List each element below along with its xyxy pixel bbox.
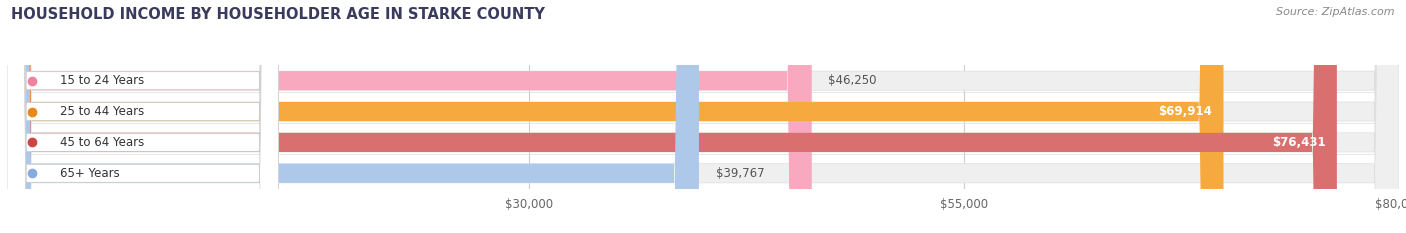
Text: 15 to 24 Years: 15 to 24 Years (60, 74, 145, 87)
FancyBboxPatch shape (7, 0, 278, 233)
Text: $46,250: $46,250 (828, 74, 877, 87)
FancyBboxPatch shape (7, 0, 1399, 233)
FancyBboxPatch shape (7, 0, 699, 233)
FancyBboxPatch shape (7, 0, 1399, 233)
FancyBboxPatch shape (7, 0, 1337, 233)
Text: $69,914: $69,914 (1159, 105, 1212, 118)
FancyBboxPatch shape (7, 0, 811, 233)
Text: $76,431: $76,431 (1272, 136, 1326, 149)
FancyBboxPatch shape (7, 0, 1223, 233)
Text: Source: ZipAtlas.com: Source: ZipAtlas.com (1277, 7, 1395, 17)
Text: $39,767: $39,767 (716, 167, 765, 180)
Text: 65+ Years: 65+ Years (60, 167, 120, 180)
FancyBboxPatch shape (7, 0, 278, 233)
Text: 45 to 64 Years: 45 to 64 Years (60, 136, 145, 149)
FancyBboxPatch shape (7, 0, 1399, 233)
FancyBboxPatch shape (7, 0, 1399, 233)
FancyBboxPatch shape (7, 0, 278, 233)
FancyBboxPatch shape (7, 0, 278, 233)
Text: HOUSEHOLD INCOME BY HOUSEHOLDER AGE IN STARKE COUNTY: HOUSEHOLD INCOME BY HOUSEHOLDER AGE IN S… (11, 7, 546, 22)
Text: 25 to 44 Years: 25 to 44 Years (60, 105, 145, 118)
